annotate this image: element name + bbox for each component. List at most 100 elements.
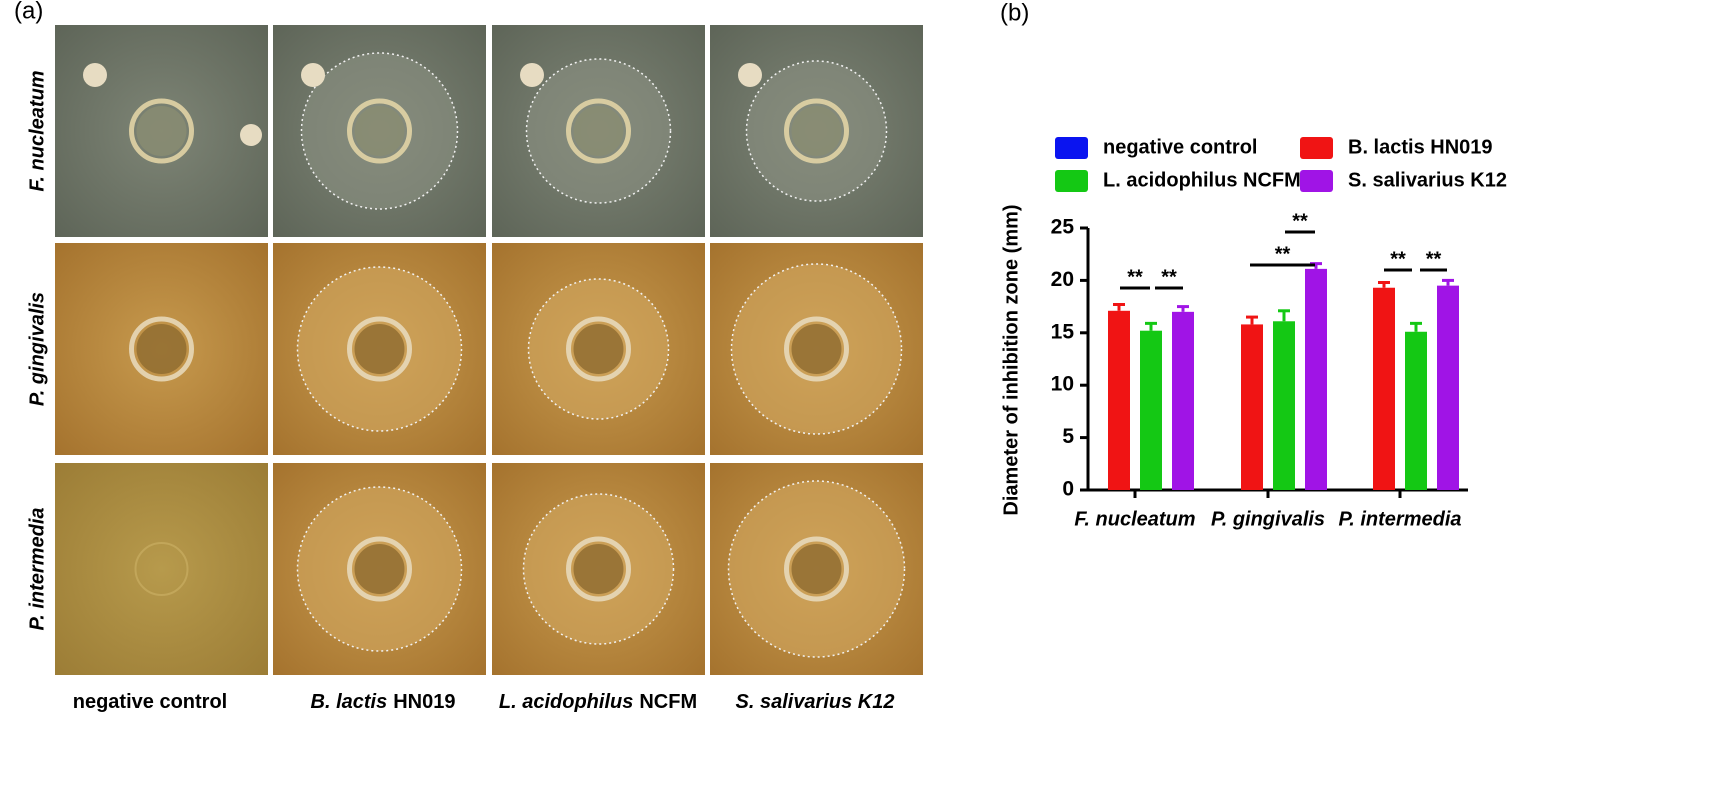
y-tick-label: 0 <box>1062 478 1074 501</box>
column-label-part: NCFM <box>639 691 697 713</box>
well-rim <box>784 98 849 164</box>
zone-outline <box>522 493 675 645</box>
well <box>573 106 624 156</box>
column-label: L. acidophilus NCFM <box>499 691 697 713</box>
row-label: P. intermedia <box>26 507 48 630</box>
zone-outline <box>730 263 903 435</box>
significance-label: ** <box>1292 210 1308 232</box>
y-tick-label: 25 <box>1051 216 1075 239</box>
well <box>354 324 405 374</box>
photo <box>55 463 268 675</box>
well <box>791 544 842 594</box>
y-axis-label: Diameter of inhibition zone (mm) <box>1000 204 1022 515</box>
bar <box>1241 324 1263 490</box>
bar <box>1373 287 1395 490</box>
legend-swatch <box>1055 170 1088 192</box>
panel-label: (a) <box>14 0 43 24</box>
significance-label: ** <box>1275 243 1291 265</box>
colony <box>240 124 262 146</box>
photo <box>492 243 705 455</box>
well-rim <box>347 316 412 382</box>
well-rim <box>784 316 849 382</box>
well <box>354 106 405 156</box>
colony <box>738 63 762 87</box>
photo <box>55 25 268 237</box>
y-tick-label: 20 <box>1051 268 1074 291</box>
bar <box>1273 321 1295 490</box>
legend-label: L. acidophilus NCFM <box>1103 169 1301 191</box>
well-rim <box>347 98 412 164</box>
bar <box>1108 310 1130 490</box>
well <box>791 106 842 156</box>
bar <box>1437 285 1459 490</box>
significance-label: ** <box>1127 266 1143 288</box>
column-label: negative control <box>73 691 227 713</box>
photo <box>273 25 486 237</box>
bar <box>1140 330 1162 490</box>
x-tick-label: F. nucleatum <box>1074 508 1195 530</box>
column-label-part: HN019 <box>393 691 455 713</box>
well <box>136 324 187 374</box>
zone-outline <box>727 480 906 658</box>
well-rim <box>566 98 631 164</box>
zone-outline <box>525 58 672 204</box>
well-rim <box>566 536 631 602</box>
photo <box>710 463 923 675</box>
well <box>573 324 624 374</box>
row-label: P. gingivalis <box>26 292 48 406</box>
y-tick-label: 10 <box>1051 373 1074 396</box>
significance-label: ** <box>1161 266 1177 288</box>
legend-swatch <box>1300 170 1333 192</box>
plate <box>55 463 268 675</box>
x-tick-label: P. gingivalis <box>1211 508 1325 530</box>
y-tick-label: 5 <box>1062 425 1074 448</box>
photo <box>273 243 486 455</box>
photo <box>273 463 486 675</box>
well-rim <box>129 316 194 382</box>
x-tick-label: P. intermedia <box>1338 508 1461 530</box>
zone-outline <box>296 486 463 652</box>
legend-label: negative control <box>1103 136 1257 158</box>
significance-label: ** <box>1426 248 1442 270</box>
colony <box>83 63 107 87</box>
y-tick-label: 15 <box>1051 320 1075 343</box>
panel-label: (b) <box>1000 0 1029 26</box>
colony <box>520 63 544 87</box>
well <box>354 544 405 594</box>
photo <box>710 243 923 455</box>
well-rim <box>566 316 631 382</box>
column-label-part: S. salivarius K12 <box>736 691 895 713</box>
well-rim <box>347 536 412 602</box>
row-label: F. nucleatum <box>26 70 48 191</box>
photo <box>710 25 923 237</box>
column-label-part: L. acidophilus <box>499 691 633 713</box>
column-label: S. salivarius K12 <box>736 691 895 713</box>
zone-outline <box>296 266 463 432</box>
column-label-part: B. lactis <box>311 691 388 713</box>
colony <box>301 63 325 87</box>
bar <box>1405 331 1427 490</box>
well-rim <box>129 98 194 164</box>
photo <box>55 243 268 455</box>
photo <box>492 25 705 237</box>
zone-outline <box>300 52 459 210</box>
legend-label: S. salivarius K12 <box>1348 169 1507 191</box>
legend-label: B. lactis HN019 <box>1348 136 1493 158</box>
significance-label: ** <box>1390 248 1406 270</box>
legend-swatch <box>1055 137 1088 159</box>
bar <box>1172 311 1194 490</box>
column-label: B. lactis HN019 <box>311 691 456 713</box>
zone-outline <box>745 60 888 202</box>
photo <box>492 463 705 675</box>
well <box>573 544 624 594</box>
well-rim <box>784 536 849 602</box>
well <box>791 324 842 374</box>
column-label-part: negative control <box>73 691 227 713</box>
well <box>136 106 187 156</box>
legend-swatch <box>1300 137 1333 159</box>
well-faint <box>134 542 189 596</box>
zone-outline <box>527 278 670 420</box>
bar <box>1305 268 1327 490</box>
